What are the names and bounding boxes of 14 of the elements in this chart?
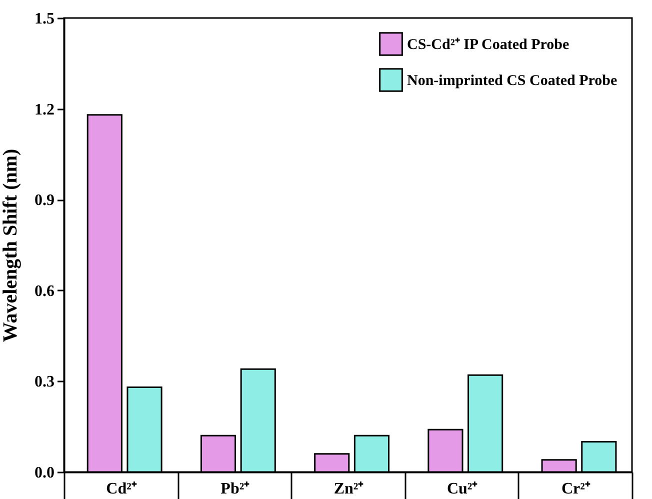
legend-label: Non-imprinted CS Coated Probe xyxy=(407,73,618,89)
x-tick-label: Pb²⁺ xyxy=(220,480,250,498)
y-tick-label: 0.6 xyxy=(34,282,54,300)
y-tick-label: 0.9 xyxy=(34,192,54,210)
x-tick-label: Cr²⁺ xyxy=(561,480,591,498)
y-tick-label: 1.2 xyxy=(34,101,54,118)
y-tick-label: 0.3 xyxy=(34,374,54,391)
x-tick-label: Cd²⁺ xyxy=(106,480,138,498)
text: 0.0 xyxy=(34,464,54,482)
x-tick-label: Cu²⁺ xyxy=(446,480,478,498)
x-tick-label: Zn²⁺ xyxy=(334,480,364,498)
y-tick-label: 1.5 xyxy=(34,10,54,28)
y-axis-title: Wavelength Shift (nm) xyxy=(0,148,22,342)
legend-label: CS-Cd²⁺ IP Coated Probe xyxy=(407,37,570,53)
